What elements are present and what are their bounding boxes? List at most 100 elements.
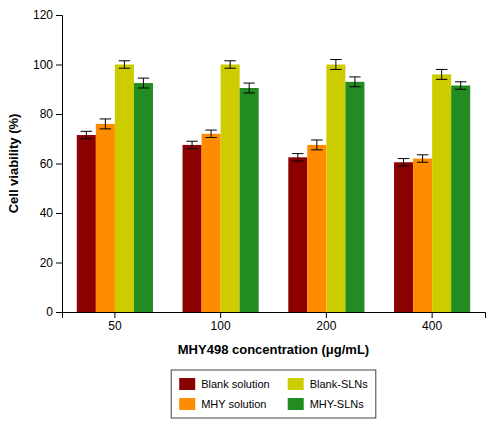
error-line [422,155,423,162]
error-line [297,154,298,161]
tick-mark [432,312,433,318]
tick-mark [56,15,62,16]
error-cap [100,118,111,119]
bar [345,82,364,312]
error-cap [292,153,303,154]
bar [326,65,345,313]
tick: 20 [40,256,62,270]
tick-label: 20 [40,256,54,270]
error-cap [349,76,360,77]
tick-label: 400 [422,319,442,333]
error-cap [81,131,92,132]
tick-mark [56,312,62,313]
error-bar [205,130,216,137]
error-bar [311,140,322,150]
error-cap [186,141,197,142]
tick-mark [56,213,62,214]
bar [394,162,413,312]
tick-label: 100 [33,58,53,72]
legend-frame [171,370,376,418]
tick-mark [114,312,115,318]
error-cap [186,148,197,149]
error-cap [119,68,130,69]
x-axis-title: MHY498 concentration (μg/mL) [178,342,369,357]
error-cap [243,83,254,84]
error-cap [398,165,409,166]
bar [307,145,326,312]
bar [221,65,240,313]
legend: Blank solution MHY solution Blank-SLNs MHY-… [171,370,376,418]
tick: 60 [40,157,62,171]
error-cap [292,161,303,162]
error-bar [436,69,447,79]
error-line [441,69,442,79]
bar [451,86,470,312]
tick: 120 [33,8,62,22]
tick-label: 80 [40,107,54,121]
error-bar [398,159,409,166]
tick-mark [56,263,62,264]
y-axis: 0 20 40 60 80 100 120 [33,8,63,319]
error-cap [138,78,149,79]
error-cap [243,92,254,93]
error-bar [417,155,428,162]
tick-label: 60 [40,157,54,171]
error-cap [455,81,466,82]
error-cap [330,69,341,70]
error-line [403,159,404,166]
error-cap [81,138,92,139]
error-bar [81,131,92,138]
tick-mark [56,164,62,165]
legend-item: MHY solution [179,398,266,410]
error-cap [205,137,216,138]
bar [115,65,134,313]
legend-label: Blank-SLNs [310,378,369,390]
error-bar [292,154,303,161]
tick: 100 [33,58,62,72]
tick: 400 [422,312,442,333]
legend-label: MHY solution [201,398,266,410]
tick-label: 40 [40,206,54,220]
tick: 200 [316,312,336,333]
error-line [86,131,87,138]
error-bar [119,61,130,68]
legend-swatch [179,398,195,410]
legend-swatch [288,398,304,410]
error-line [249,83,250,93]
error-bar [330,60,341,70]
error-cap [330,59,341,60]
series [134,77,470,312]
tick: 100 [211,312,231,333]
error-bar [224,61,235,68]
bar [240,88,259,312]
legend-item: Blank-SLNs [288,378,369,390]
error-cap [100,128,111,129]
legend-swatch [179,378,195,390]
error-line [124,61,125,68]
bar [183,145,202,312]
tick-label: 0 [46,305,53,319]
legend-label: MHY-SLNs [310,398,364,410]
error-cap [205,130,216,131]
y-axis-title: Cell viability (%) [6,114,21,214]
error-cap [436,69,447,70]
legend-swatch [288,378,304,390]
bar [413,159,432,312]
error-cap [119,60,130,61]
tick: 80 [40,107,62,121]
error-cap [398,158,409,159]
error-cap [349,86,360,87]
error-bar [138,78,149,88]
bar [134,83,153,312]
axis-domain [56,16,63,313]
bar [77,135,96,312]
plot: 50100200400020406080100120MHY498 concent… [6,8,486,357]
legend-item: Blank solution [179,378,270,390]
series [115,60,451,312]
tick-mark [56,114,62,115]
error-cap [138,88,149,89]
tick-label: 120 [33,8,53,22]
error-line [335,60,336,70]
error-bar [243,83,254,93]
tick-mark [326,312,327,318]
